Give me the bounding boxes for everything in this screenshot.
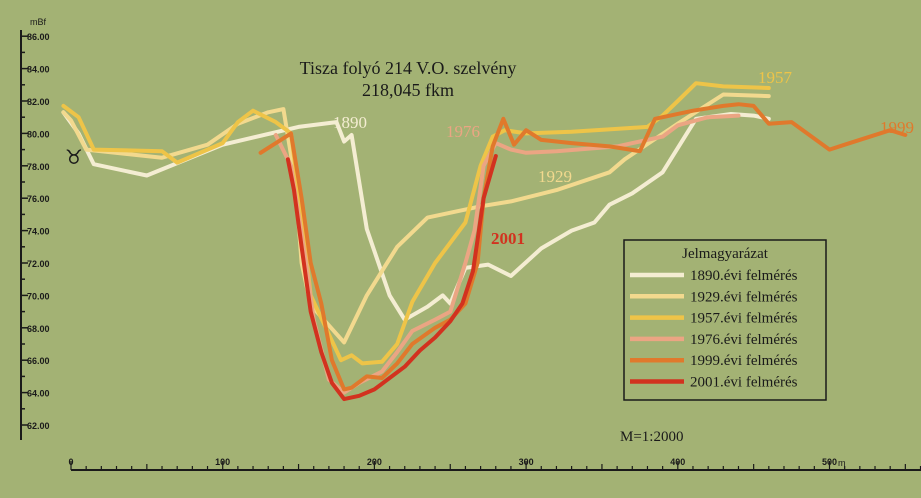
x-tick-label: 200 — [367, 457, 382, 467]
legend-box — [623, 239, 827, 401]
chart-subtitle: 218,045 fkm — [362, 80, 454, 100]
series-label-1929: 1929 — [538, 167, 572, 186]
x-tick-label: 0 — [68, 457, 73, 467]
x-axis: 0 100 200 300 400 500 — [68, 457, 921, 471]
legend-label-1976: 1976.évi felmérés — [690, 332, 798, 348]
legend-title: Jelmagyarázat — [682, 246, 769, 262]
chart-title: Tisza folyó 214 V.O. szelvény — [300, 58, 517, 78]
river-symbol-icon: ♉ — [65, 145, 83, 169]
y-tick-label: 66.00 — [27, 356, 50, 366]
legend-label-1957: 1957.évi felmérés — [690, 311, 798, 327]
series-line-1890 — [61, 110, 771, 322]
y-tick-label: 80.00 — [27, 129, 50, 139]
legend-label-1890: 1890.évi felmérés — [690, 268, 798, 284]
series-labels: 1890 1929 1957 1976 1999 2001 — [333, 68, 914, 248]
y-tick-label: 62.00 — [27, 421, 50, 431]
y-tick-label: 84.00 — [27, 65, 50, 75]
x-axis-unit: m — [838, 458, 846, 468]
series-line-1957 — [61, 81, 771, 366]
legend-label-1929: 1929.évi felmérés — [690, 289, 798, 305]
y-axis-unit: mBf — [30, 17, 47, 27]
legend-label-2001: 2001.évi felmérés — [690, 375, 798, 391]
y-tick-label: 74.00 — [27, 227, 50, 237]
y-tick-label: 76.00 — [27, 194, 50, 204]
scale-note: M=1:2000 — [620, 429, 683, 445]
x-tick-label: 500 — [822, 457, 837, 467]
x-tick-label: 100 — [215, 457, 230, 467]
y-tick-label: 86.00 — [27, 32, 50, 42]
series-line-2001 — [285, 154, 498, 402]
y-tick-label: 70.00 — [27, 291, 50, 301]
y-tick-label: 78.00 — [27, 162, 50, 172]
x-tick-label: 300 — [519, 457, 534, 467]
series-label-1957: 1957 — [758, 68, 793, 87]
series-line-1929 — [61, 92, 771, 345]
y-tick-label: 72.00 — [27, 259, 50, 269]
y-tick-label: 64.00 — [27, 389, 50, 399]
series-lines — [61, 81, 908, 402]
legend-label-1999: 1999.évi felmérés — [690, 353, 798, 369]
legend: Jelmagyarázat 1890.évi felmérés 1929.évi … — [623, 239, 827, 401]
series-label-2001: 2001 — [491, 229, 525, 248]
legend-items: 1890.évi felmérés 1929.évi felmérés 1957.é… — [630, 268, 798, 391]
y-axis: 86.00 84.00 82.00 80.00 78.00 76.00 74.00 72.00… — [20, 30, 50, 440]
y-tick-label: 82.00 — [27, 97, 50, 107]
series-line-1999 — [258, 102, 908, 392]
series-label-1890: 1890 — [333, 113, 367, 132]
x-tick-label: 400 — [670, 457, 685, 467]
series-label-1999: 1999 — [880, 118, 914, 137]
y-tick-label: 68.00 — [27, 324, 50, 334]
series-label-1976: 1976 — [446, 122, 480, 141]
